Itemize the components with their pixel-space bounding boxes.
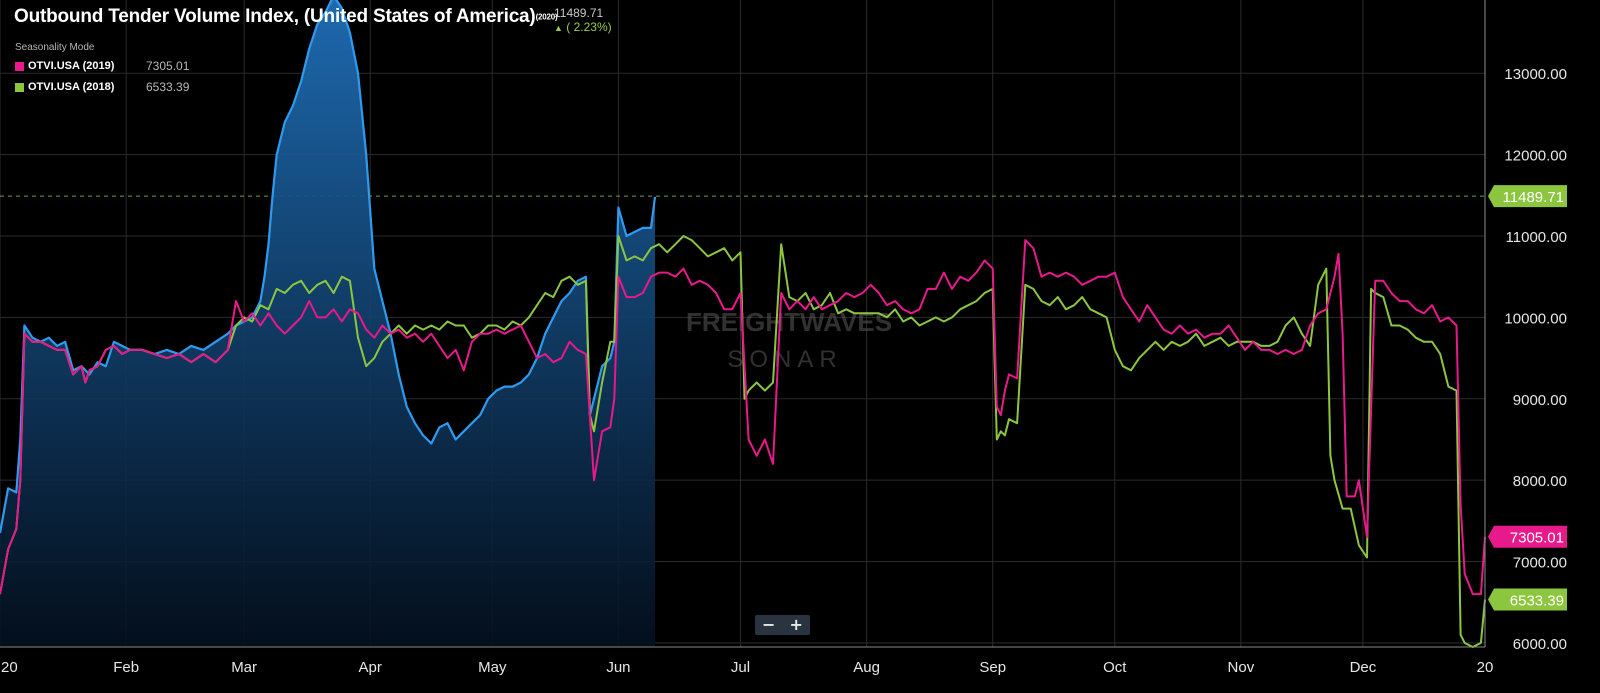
- legend-swatch-2018: [15, 82, 24, 92]
- x-tick-label: Apr: [359, 659, 382, 676]
- value-tag-shape: [1488, 588, 1567, 611]
- zoom-in-button[interactable]: +: [789, 615, 803, 634]
- y-tick-label: 7000.00: [1513, 555, 1567, 572]
- watermark: FREIGHTWAVES SONAR: [686, 307, 892, 373]
- change-up-arrow-icon: ▲: [554, 23, 563, 33]
- x-tick-label: Oct: [1103, 659, 1127, 676]
- value-tag-label: 7305.01: [1510, 530, 1564, 547]
- y-tick-label: 6000.00: [1513, 636, 1567, 653]
- current-value: 11489.71: [554, 6, 604, 20]
- seasonality-mode-label: Seasonality Mode: [15, 42, 95, 53]
- value-tag-label: 11489.71: [1503, 189, 1564, 206]
- y-tick-label: 11000.00: [1506, 229, 1567, 246]
- legend-name-2019: OTVI.USA (2019): [28, 60, 115, 72]
- chart-title: Outbound Tender Volume Index, (United St…: [14, 6, 558, 28]
- legend-value-2018: 6533.39: [146, 80, 190, 94]
- x-tick-label: May: [478, 659, 507, 676]
- x-tick-label: Nov: [1228, 659, 1255, 676]
- y-tick-label: 12000.00: [1504, 148, 1567, 165]
- x-tick-label: 20: [1, 659, 18, 676]
- x-tick-label: Jun: [606, 659, 630, 676]
- x-tick-label: Sep: [979, 659, 1006, 676]
- change-percent: ( 2.23%): [566, 20, 612, 34]
- x-tick-label: Jul: [731, 659, 750, 676]
- current-value-tag: 11489.71: [1488, 185, 1567, 208]
- end-value-tag-2018: 6533.39: [1488, 588, 1567, 611]
- legend-item-2018[interactable]: OTVI.USA (2018) 6533.39: [15, 80, 189, 94]
- x-tick-label: Feb: [113, 659, 139, 676]
- title-year: (2020): [535, 12, 558, 22]
- x-tick-label: Dec: [1350, 659, 1377, 676]
- legend-item-2019[interactable]: OTVI.USA (2019) 7305.01: [15, 59, 189, 73]
- value-tag-shape: [1488, 185, 1567, 208]
- y-tick-label: 9000.00: [1513, 392, 1567, 409]
- watermark-line-1: FREIGHTWAVES: [686, 307, 892, 337]
- chart-title-text: Outbound Tender Volume Index, (United St…: [14, 6, 536, 27]
- series-area-2020: [0, 0, 655, 647]
- axes: 6000.00 7000.00 8000.00 9000.00 10000.00 1100…: [0, 0, 1567, 676]
- headline-value: 11489.71 ▲ ( 2.23%): [554, 6, 612, 35]
- x-tick-label: 20: [1477, 659, 1494, 676]
- x-tick-label: Mar: [231, 659, 257, 676]
- series-line-2018[interactable]: [0, 235, 1486, 648]
- series-line-2020[interactable]: [0, 0, 657, 534]
- series: [0, 0, 1486, 648]
- value-tag-shape: [1488, 525, 1567, 548]
- series-line-2019[interactable]: [0, 239, 1486, 596]
- zoom-control: − +: [755, 615, 810, 635]
- value-tag-label: 6533.39: [1510, 593, 1564, 610]
- legend-swatch-2019: [15, 61, 24, 71]
- y-tick-label: 10000.00: [1504, 310, 1567, 327]
- x-tick-label: Aug: [853, 659, 880, 676]
- end-value-tag-2019: 7305.01: [1488, 525, 1567, 548]
- y-tick-label: 13000.00: [1504, 66, 1567, 83]
- legend-value-2019: 7305.01: [146, 59, 190, 73]
- zoom-out-button[interactable]: −: [762, 615, 776, 634]
- y-tick-label: 8000.00: [1513, 473, 1567, 490]
- legend-name-2018: OTVI.USA (2018): [28, 81, 115, 93]
